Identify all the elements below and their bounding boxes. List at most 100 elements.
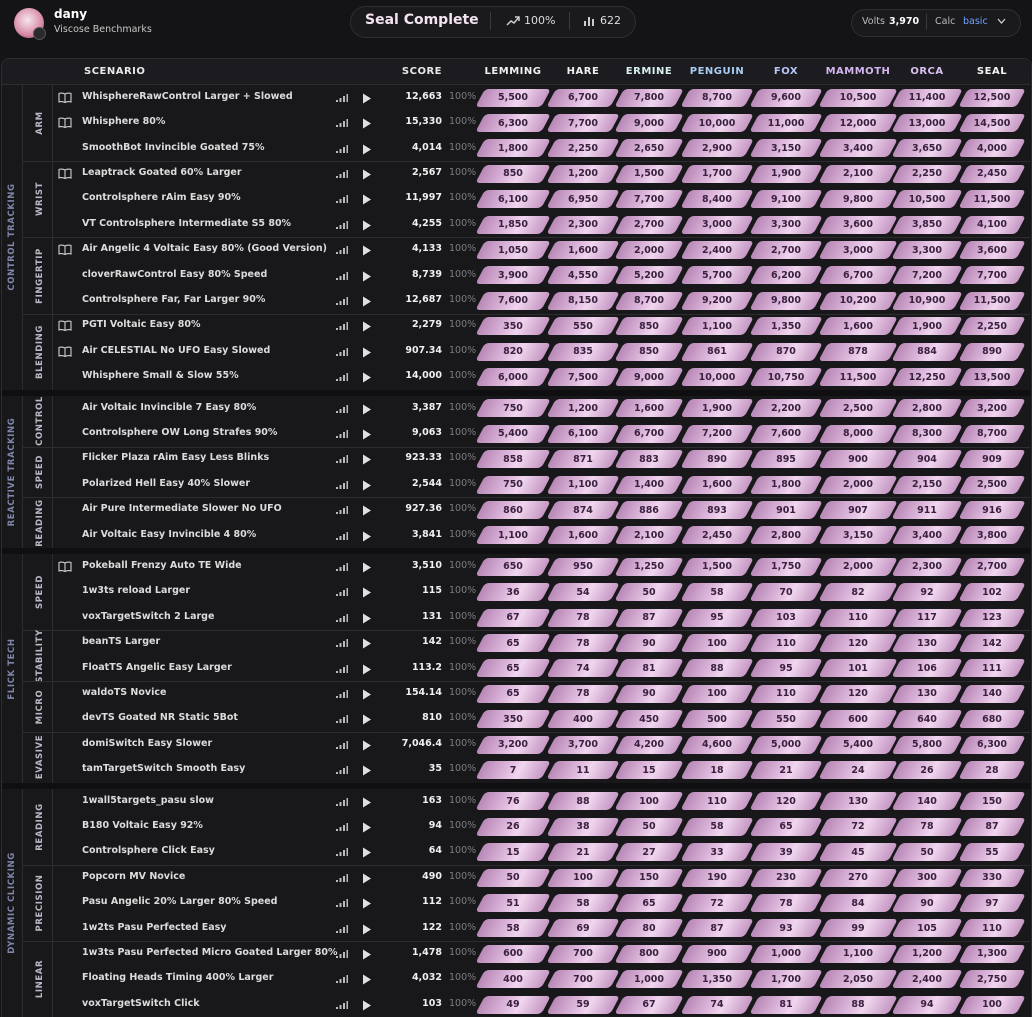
- scenario-name[interactable]: Whisphere Small & Slow 55%: [82, 370, 239, 382]
- play-button[interactable]: [362, 429, 372, 440]
- guide-icon[interactable]: [58, 168, 72, 179]
- play-button[interactable]: [362, 271, 372, 282]
- scenario-name[interactable]: 1wall5targets_pasu slow: [82, 794, 214, 806]
- play-button[interactable]: [362, 404, 372, 415]
- scenario-name[interactable]: Air Angelic 4 Voltaic Easy 80% (Good Ver…: [82, 243, 327, 255]
- guide-icon[interactable]: [58, 561, 72, 572]
- rank-threshold: 97: [958, 893, 1026, 913]
- rank-threshold: 82: [818, 583, 898, 602]
- play-button[interactable]: [362, 847, 372, 858]
- play-button[interactable]: [362, 93, 372, 104]
- play-button[interactable]: [362, 296, 372, 307]
- percent: 100%: [449, 528, 477, 540]
- scenario-name[interactable]: FloatTS Angelic Easy Larger: [82, 661, 232, 673]
- play-button[interactable]: [362, 740, 372, 751]
- play-button[interactable]: [362, 689, 372, 700]
- play-button[interactable]: [362, 664, 372, 675]
- play-button[interactable]: [362, 974, 372, 985]
- rank-threshold: 886: [614, 500, 684, 520]
- scenario-name[interactable]: Air Voltaic Invincible 7 Easy 80%: [82, 401, 257, 413]
- play-button[interactable]: [362, 372, 372, 383]
- scenario-name[interactable]: Floating Heads Timing 400% Larger: [82, 972, 274, 984]
- scenario-name[interactable]: PGTI Voltaic Easy 80%: [82, 319, 201, 331]
- scenario-name[interactable]: voxTargetSwitch 2 Large: [82, 610, 215, 622]
- scenario-name[interactable]: domiSwitch Easy Slower: [82, 737, 213, 749]
- play-button[interactable]: [362, 321, 372, 332]
- play-button[interactable]: [362, 898, 372, 909]
- threshold-value: 65: [506, 688, 520, 700]
- play-button[interactable]: [362, 714, 372, 725]
- play-button[interactable]: [362, 220, 372, 231]
- play-button[interactable]: [362, 822, 372, 833]
- scenario-name[interactable]: Pasu Angelic 20% Larger 80% Speed: [82, 896, 278, 908]
- rank-threshold: 26: [475, 817, 551, 837]
- threshold-value: 450: [639, 713, 659, 725]
- rank-threshold: 2,050: [818, 970, 898, 989]
- threshold-value: 1,600: [701, 479, 733, 491]
- scenario-name[interactable]: tamTargetSwitch Smooth Easy: [82, 763, 246, 775]
- scenario-name[interactable]: WhisphereRawControl Larger + Slowed: [82, 90, 293, 102]
- play-button[interactable]: [362, 118, 372, 129]
- play-button[interactable]: [362, 245, 372, 256]
- rank-threshold: 10,750: [749, 367, 823, 387]
- scenario-name[interactable]: Controlsphere OW Long Strafes 90%: [82, 426, 278, 438]
- scenario-name[interactable]: Leaptrack Goated 60% Larger: [82, 166, 242, 178]
- scenario-name[interactable]: devTS Goated NR Static 5Bot: [82, 712, 238, 724]
- scenario-name[interactable]: B180 Voltaic Easy 92%: [82, 819, 203, 831]
- play-button[interactable]: [362, 587, 372, 598]
- rank-threshold: 7,200: [891, 266, 963, 285]
- play-button[interactable]: [362, 924, 372, 935]
- play-button[interactable]: [362, 1000, 372, 1011]
- scenario-name[interactable]: SmoothBot Invincible Goated 75%: [82, 141, 265, 153]
- scenario-name[interactable]: Whisphere 80%: [82, 116, 166, 128]
- guide-icon[interactable]: [58, 244, 72, 256]
- play-button[interactable]: [362, 949, 372, 960]
- guide-icon[interactable]: [58, 92, 72, 103]
- scenario-name[interactable]: waldoTS Novice: [82, 686, 167, 698]
- scenario-name[interactable]: Controlsphere Far, Far Larger 90%: [82, 293, 266, 305]
- scenario-name[interactable]: Controlsphere rAim Easy 90%: [82, 192, 241, 204]
- play-button[interactable]: [362, 873, 372, 884]
- play-button[interactable]: [362, 613, 372, 624]
- play-button[interactable]: [362, 480, 372, 491]
- scenario-name[interactable]: VT Controlsphere Intermediate S5 80%: [82, 217, 292, 229]
- calc-mode[interactable]: basic: [963, 16, 988, 27]
- scenario-name[interactable]: Air Pure Intermediate Slower No UFO: [82, 503, 282, 515]
- scenario-name[interactable]: beanTS Larger: [82, 636, 161, 648]
- user-name[interactable]: dany: [54, 7, 88, 21]
- scenario-name[interactable]: Air Voltaic Easy Invincible 4 80%: [82, 528, 257, 540]
- scenario-name[interactable]: Pokeball Frenzy Auto TE Wide: [82, 559, 242, 571]
- scenario-name[interactable]: 1w3ts reload Larger: [82, 585, 191, 597]
- subgroup-separator: [22, 313, 1030, 315]
- scenario-name[interactable]: Air CELESTIAL No UFO Easy Slowed: [82, 344, 271, 356]
- scenario-name[interactable]: voxTargetSwitch Click: [82, 997, 200, 1009]
- guide-icon[interactable]: [58, 346, 72, 357]
- threshold-value: 117: [917, 612, 937, 624]
- dropdown-chevron[interactable]: [997, 18, 1006, 25]
- play-button[interactable]: [362, 505, 372, 516]
- score: 11,997: [405, 192, 442, 204]
- play-button[interactable]: [362, 765, 372, 776]
- play-button[interactable]: [362, 531, 372, 542]
- guide-icon[interactable]: [58, 320, 72, 332]
- play-button[interactable]: [362, 169, 372, 180]
- scenario-name[interactable]: 1w2ts Pasu Perfected Easy: [82, 921, 227, 933]
- scenario-name[interactable]: Flicker Plaza rAim Easy Less Blinks: [82, 452, 270, 464]
- rank-threshold: 99: [818, 919, 898, 938]
- play-button[interactable]: [362, 638, 372, 649]
- rank-threshold: 88: [818, 995, 898, 1014]
- scenario-name[interactable]: Polarized Hell Easy 40% Slower: [82, 477, 251, 489]
- rank-threshold: 100: [546, 868, 620, 887]
- play-button[interactable]: [362, 347, 372, 358]
- play-button[interactable]: [362, 194, 372, 205]
- scenario-name[interactable]: Popcorn MV Novice: [82, 870, 186, 882]
- play-button[interactable]: [362, 144, 372, 155]
- scenario-name[interactable]: 1w3ts Pasu Perfected Micro Goated Larger…: [82, 946, 338, 958]
- play-button[interactable]: [362, 797, 372, 808]
- scenario-name[interactable]: Controlsphere Click Easy: [82, 845, 215, 857]
- guide-icon[interactable]: [58, 117, 72, 129]
- play-button[interactable]: [362, 562, 372, 573]
- rank-threshold: 2,100: [614, 526, 684, 545]
- play-button[interactable]: [362, 454, 372, 465]
- scenario-name[interactable]: cloverRawControl Easy 80% Speed: [82, 268, 268, 280]
